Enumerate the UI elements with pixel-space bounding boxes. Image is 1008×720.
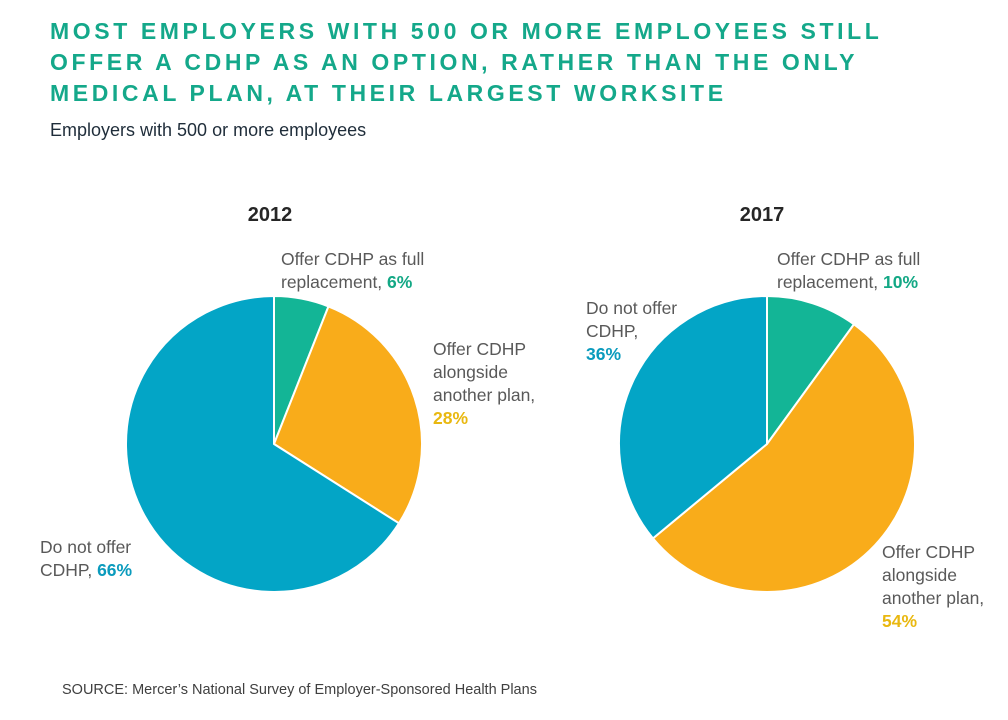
slice-value-do-not-offer-2017: 36% [586, 344, 622, 364]
slice-label-line: CDHP, 66% [40, 560, 133, 580]
chart-title: MOST EMPLOYERS WITH 500 OR MORE EMPLOYEE… [50, 16, 980, 109]
slice-value-alongside-2012: 28% [433, 408, 469, 428]
slice-value-do-not-offer-2012: 66% [97, 560, 133, 580]
slice-label-line: CDHP, [586, 321, 639, 341]
pie-slices-2017 [618, 295, 916, 593]
slice-label-line: replacement, 10% [777, 272, 919, 292]
pie-slices-2012 [125, 295, 423, 593]
slice-label-line: Offer CDHP [433, 339, 527, 359]
slice-label-line: Offer CDHP as full [281, 249, 425, 269]
slice-value-full-replacement-2017: 10% [883, 272, 919, 292]
pie-slice-full-replacement-2017 [766, 295, 855, 445]
slice-label-alongside-2012: Offer CDHP alongside another plan, 28% [433, 338, 535, 430]
chart-subtitle: Employers with 500 or more employees [50, 120, 367, 140]
slice-label-line: Do not offer [586, 298, 678, 318]
pie-slice-alongside-2017 [651, 323, 916, 593]
slice-label-line: alongside [882, 565, 957, 585]
pie-title-2012: 2012 [247, 204, 293, 226]
title-line: MEDICAL PLAN, AT THEIR LARGEST WORKSITE [50, 80, 727, 106]
slice-label-line: Offer CDHP [882, 542, 976, 562]
slice-label-line: replacement, 6% [281, 272, 413, 292]
slice-label-line: another plan, [433, 385, 536, 405]
title-line: MOST EMPLOYERS WITH 500 OR MORE EMPLOYEE… [50, 18, 883, 44]
title-line: OFFER A CDHP AS AN OPTION, RATHER THAN T… [50, 49, 859, 75]
slice-label-full-replacement-2017: Offer CDHP as full replacement, 10% [777, 248, 920, 294]
source-note: SOURCE: Mercer’s National Survey of Empl… [62, 682, 537, 698]
slice-label-line: another plan, [882, 588, 985, 608]
slice-label-alongside-2017: Offer CDHP alongside another plan, 54% [882, 541, 984, 633]
pie-slice-full-replacement-2012 [273, 295, 330, 445]
slice-label-full-replacement-2012: Offer CDHP as full replacement, 6% [281, 248, 424, 294]
pie-title-2017: 2017 [739, 204, 785, 226]
slice-value-full-replacement-2012: 6% [387, 272, 413, 292]
slice-label-line: Offer CDHP as full [777, 249, 921, 269]
pie-slice-do-not-offer-2017 [618, 295, 768, 540]
slice-label-do-not-offer-2012: Do not offer CDHP, 66% [40, 536, 132, 582]
pie-slice-do-not-offer-2012 [125, 295, 400, 593]
slice-label-do-not-offer-2017: Do not offer CDHP, 36% [586, 297, 677, 366]
slice-value-alongside-2017: 54% [882, 611, 918, 631]
slice-label-line: alongside [433, 362, 508, 382]
pie-slice-alongside-2012 [273, 305, 423, 525]
slice-label-line: Do not offer [40, 537, 132, 557]
